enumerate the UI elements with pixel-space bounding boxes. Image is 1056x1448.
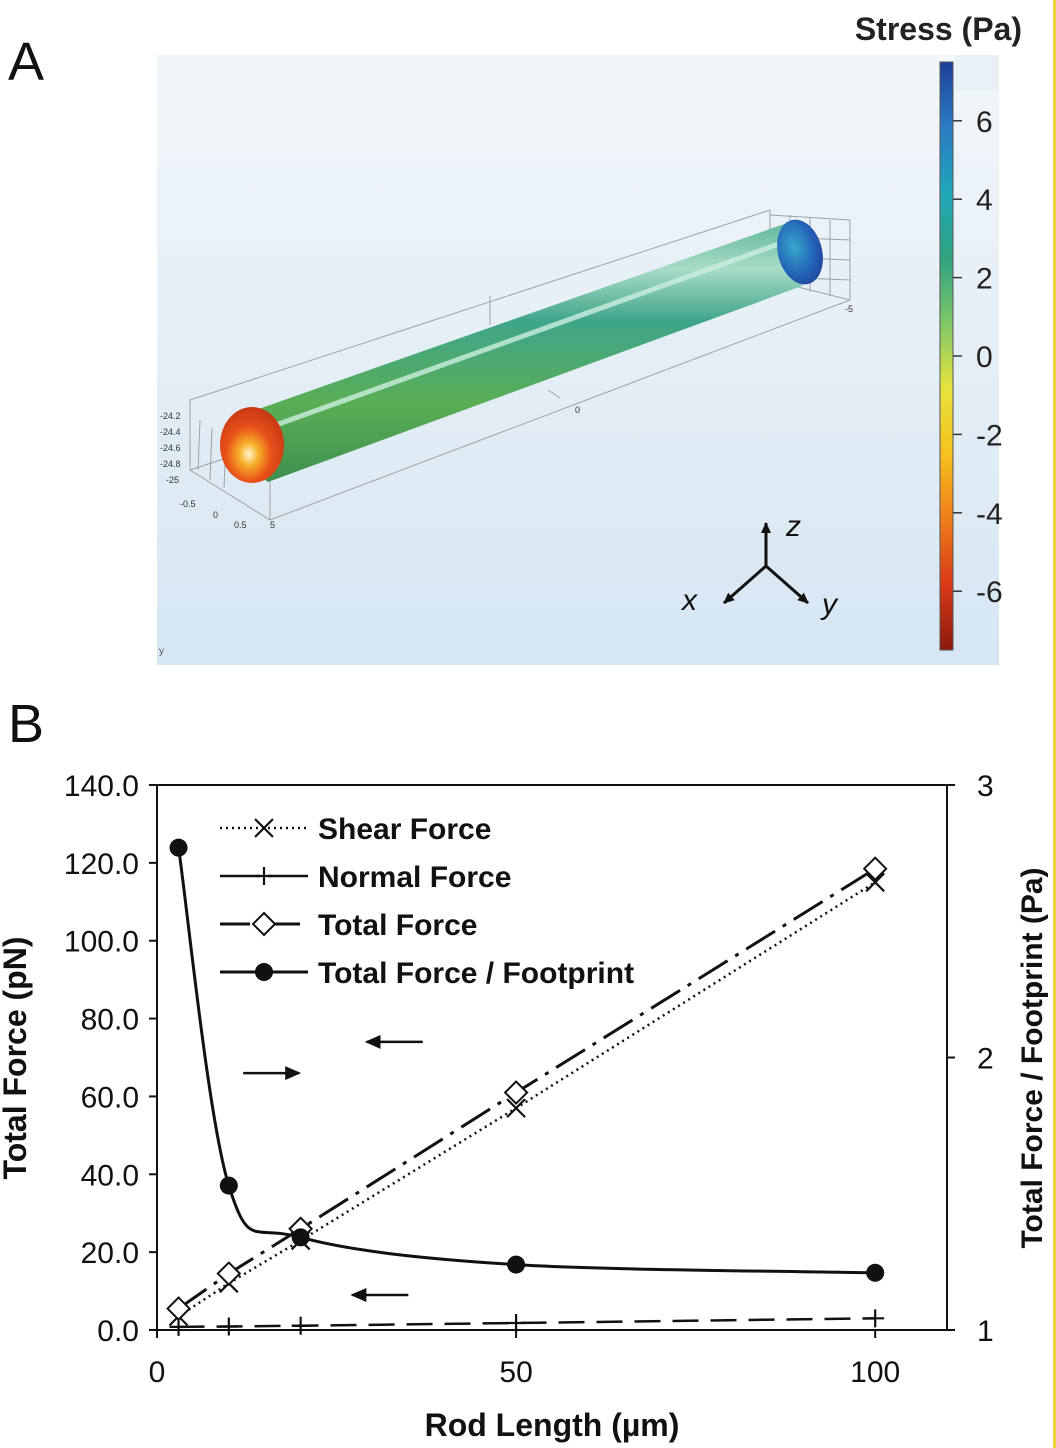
colorbar-gradient bbox=[940, 62, 953, 650]
x-tick-label: 0 bbox=[213, 510, 218, 520]
footprint-marker bbox=[220, 1177, 238, 1195]
y-tick-label: 0 bbox=[575, 405, 580, 415]
normal-force-marker bbox=[866, 1309, 884, 1327]
total-force-marker bbox=[218, 1263, 240, 1285]
y-left-tick-label: 0.0 bbox=[97, 1315, 139, 1348]
y-left-tick-label: 80.0 bbox=[81, 1004, 139, 1037]
colorbar-tick-label: 6 bbox=[976, 106, 993, 139]
y-axis-left-ticks: 0.0 20.0 40.0 60.0 80.0 100.0 120.0 140.0 bbox=[64, 770, 157, 1348]
legend-marker bbox=[255, 963, 273, 981]
legend-label: Total Force bbox=[318, 909, 477, 942]
legend-label: Shear Force bbox=[318, 813, 491, 846]
plot-area-frame bbox=[157, 785, 947, 1330]
footprint-line bbox=[179, 848, 876, 1273]
y-tick-label: 5 bbox=[270, 520, 275, 530]
y-right-tick-label: 3 bbox=[977, 770, 994, 803]
force-chart: 0.0 20.0 40.0 60.0 80.0 100.0 120.0 140.0 1 2 3 0… bbox=[0, 770, 1049, 1443]
corner-axis-label: y bbox=[159, 646, 164, 657]
y-axis-right-label: Total Force / Footprint (Pa) bbox=[1016, 867, 1049, 1248]
x-axis-label: Rod Length (µm) bbox=[425, 1407, 680, 1443]
annotation-arrows bbox=[243, 1042, 423, 1295]
y-right-tick-label: 2 bbox=[977, 1043, 994, 1076]
x-tick-label: 100 bbox=[850, 1356, 900, 1389]
total-force-marker bbox=[168, 1298, 190, 1320]
z-tick-label: -24.8 bbox=[160, 459, 181, 469]
triad-x-label: x bbox=[680, 584, 698, 617]
colorbar-tick-label: -4 bbox=[976, 498, 1003, 531]
series-layer bbox=[168, 839, 887, 1336]
colorbar-tick-label: 4 bbox=[976, 184, 993, 217]
x-axis-ticks: 0 50 100 bbox=[149, 1330, 901, 1389]
normal-force-marker bbox=[292, 1317, 310, 1335]
total-force-line bbox=[179, 869, 876, 1309]
y-left-tick-label: 120.0 bbox=[64, 848, 139, 881]
footprint-marker bbox=[170, 839, 188, 857]
normal-force-marker bbox=[220, 1317, 238, 1335]
y-left-tick-label: 40.0 bbox=[81, 1159, 139, 1192]
footprint-marker bbox=[866, 1264, 884, 1282]
panel-b-label: B bbox=[8, 694, 44, 754]
x-tick-label: 0 bbox=[149, 1356, 166, 1389]
legend-label: Normal Force bbox=[318, 861, 511, 894]
y-left-tick-label: 20.0 bbox=[81, 1237, 139, 1270]
y-left-tick-label: 60.0 bbox=[81, 1081, 139, 1114]
colorbar-tick-label: -6 bbox=[976, 576, 1003, 609]
rod-end-cap-left bbox=[220, 407, 284, 483]
x-tick-label: 50 bbox=[499, 1356, 532, 1389]
triad-z-label: z bbox=[785, 510, 801, 543]
legend: Shear Force Normal Force Total Force Total … bbox=[220, 813, 634, 990]
y-tick-label: -5 bbox=[845, 304, 853, 314]
y-axis-left-label: Total Force (pN) bbox=[0, 937, 33, 1180]
y-axis-right-ticks: 1 2 3 bbox=[947, 770, 994, 1348]
shear-force-line bbox=[179, 882, 876, 1316]
normal-force-line bbox=[179, 1318, 876, 1327]
z-tick-label: -24.2 bbox=[160, 411, 181, 421]
y-left-tick-label: 140.0 bbox=[64, 770, 139, 803]
colorbar-tick-label: 2 bbox=[976, 263, 993, 296]
footprint-marker bbox=[292, 1228, 310, 1246]
simulation-view: -24.2 -24.4 -24.6 -24.8 -25 -0.5 0 0.5 5… bbox=[157, 55, 999, 665]
colorbar-tick-label: 0 bbox=[976, 341, 993, 374]
colorbar-title: Stress (Pa) bbox=[855, 11, 1022, 47]
y-right-tick-label: 1 bbox=[977, 1315, 994, 1348]
panel-a-label: A bbox=[8, 32, 44, 92]
legend-marker bbox=[255, 867, 273, 885]
legend-marker bbox=[253, 913, 275, 935]
legend-label: Total Force / Footprint bbox=[318, 957, 634, 990]
z-tick-label: -25 bbox=[166, 475, 179, 485]
x-tick-label: 0.5 bbox=[234, 520, 247, 530]
colorbar-backdrop-top bbox=[955, 55, 999, 91]
colorbar-tick-label: -2 bbox=[976, 419, 1003, 452]
x-tick-label: -0.5 bbox=[180, 499, 196, 509]
y-left-tick-label: 100.0 bbox=[64, 926, 139, 959]
z-tick-label: -24.6 bbox=[160, 443, 181, 453]
triad-y-label: y bbox=[820, 588, 839, 621]
total-force-marker bbox=[864, 858, 886, 880]
z-tick-label: -24.4 bbox=[160, 427, 181, 437]
footprint-marker bbox=[507, 1256, 525, 1274]
